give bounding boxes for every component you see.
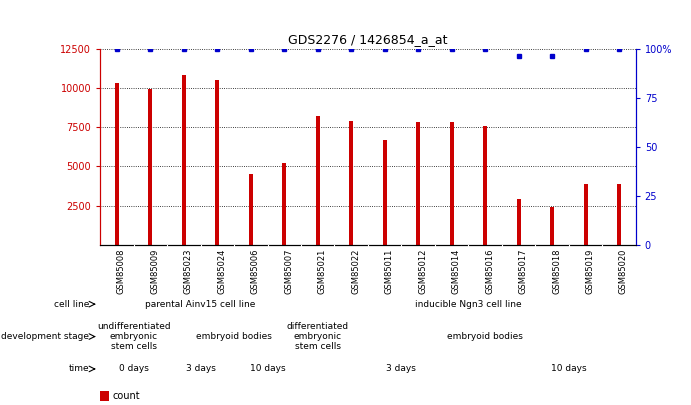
Bar: [349, 121, 353, 245]
Text: GSM85016: GSM85016: [485, 248, 494, 294]
Bar: [483, 126, 487, 245]
Text: GSM85006: GSM85006: [251, 248, 260, 294]
Bar: [416, 122, 420, 245]
Text: count: count: [112, 391, 140, 401]
Text: differentiated
embryonic
stem cells: differentiated embryonic stem cells: [287, 322, 349, 352]
Title: GDS2276 / 1426854_a_at: GDS2276 / 1426854_a_at: [288, 33, 448, 46]
Text: GSM85018: GSM85018: [552, 248, 561, 294]
Bar: [517, 199, 520, 245]
Bar: [383, 140, 387, 245]
Bar: [583, 184, 587, 245]
Text: 3 days: 3 days: [386, 364, 417, 373]
Text: inducible Ngn3 cell line: inducible Ngn3 cell line: [415, 300, 522, 309]
Text: GSM85024: GSM85024: [218, 248, 227, 294]
Bar: [450, 122, 453, 245]
Bar: [216, 80, 219, 245]
Bar: [617, 184, 621, 245]
Bar: [100, 391, 108, 401]
Bar: [182, 75, 186, 245]
Text: embryoid bodies: embryoid bodies: [447, 332, 523, 341]
Text: GSM85011: GSM85011: [385, 248, 394, 294]
Text: GSM85017: GSM85017: [518, 248, 527, 294]
Text: GSM85020: GSM85020: [619, 248, 628, 294]
Text: undifferentiated
embryonic
stem cells: undifferentiated embryonic stem cells: [97, 322, 171, 352]
Bar: [249, 174, 253, 245]
Text: 10 days: 10 days: [249, 364, 285, 373]
Bar: [115, 83, 119, 245]
Text: GSM85019: GSM85019: [585, 248, 594, 294]
Text: GSM85012: GSM85012: [418, 248, 427, 294]
Text: 0 days: 0 days: [119, 364, 149, 373]
Text: GSM85009: GSM85009: [151, 248, 160, 294]
Text: cell line: cell line: [54, 300, 89, 309]
Text: GSM85008: GSM85008: [117, 248, 126, 294]
Text: GSM85022: GSM85022: [351, 248, 360, 294]
Text: parental Ainv15 cell line: parental Ainv15 cell line: [145, 300, 256, 309]
Text: GSM85007: GSM85007: [284, 248, 293, 294]
Bar: [149, 90, 153, 245]
Bar: [316, 116, 320, 245]
Text: 10 days: 10 days: [551, 364, 587, 373]
Bar: [282, 163, 286, 245]
Text: development stage: development stage: [1, 332, 89, 341]
Text: embryoid bodies: embryoid bodies: [196, 332, 272, 341]
Text: GSM85023: GSM85023: [184, 248, 193, 294]
Text: 3 days: 3 days: [186, 364, 216, 373]
Text: GSM85014: GSM85014: [452, 248, 461, 294]
Text: time: time: [68, 364, 89, 373]
Text: GSM85021: GSM85021: [318, 248, 327, 294]
Bar: [550, 207, 554, 245]
